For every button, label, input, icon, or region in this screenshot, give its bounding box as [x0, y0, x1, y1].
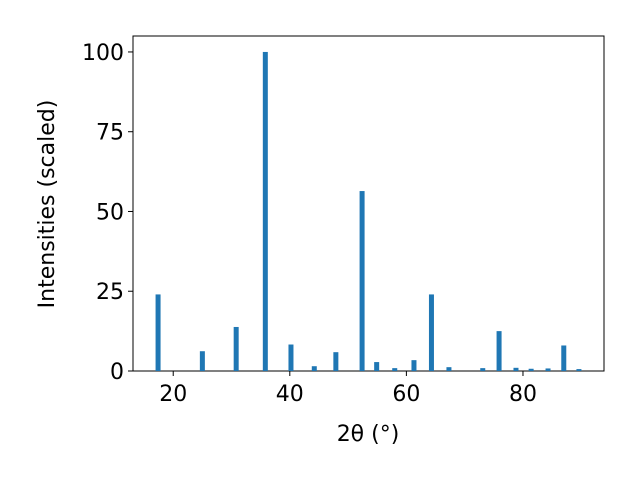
y-tick-label: 0	[110, 360, 124, 385]
bar	[311, 366, 317, 371]
bar	[392, 368, 398, 371]
y-tick-label: 75	[96, 121, 124, 146]
bar	[561, 345, 567, 371]
bar	[333, 352, 339, 371]
x-tick-label: 80	[509, 382, 537, 407]
bar	[480, 368, 486, 371]
bar	[528, 368, 534, 371]
x-axis-label: 2θ (°)	[337, 422, 400, 447]
bar	[155, 294, 161, 371]
y-tick-label: 50	[96, 200, 124, 225]
bar	[359, 191, 365, 371]
bar	[576, 369, 582, 371]
x-tick-label: 20	[159, 382, 187, 407]
x-tick-label: 40	[276, 382, 304, 407]
x-tick-label: 60	[392, 382, 420, 407]
y-tick-label: 100	[82, 41, 124, 66]
bar	[513, 367, 519, 371]
bar	[262, 51, 268, 371]
bar	[428, 294, 434, 371]
bar	[496, 331, 502, 371]
bar	[288, 344, 294, 371]
bar	[545, 368, 551, 371]
bar	[199, 351, 205, 371]
plot-frame	[132, 35, 605, 372]
bar	[446, 367, 452, 371]
y-tick-label: 25	[96, 280, 124, 305]
bar	[233, 326, 239, 371]
bar	[374, 362, 380, 371]
bar	[411, 360, 417, 371]
y-axis-label: Intensities (scaled)	[35, 100, 60, 309]
